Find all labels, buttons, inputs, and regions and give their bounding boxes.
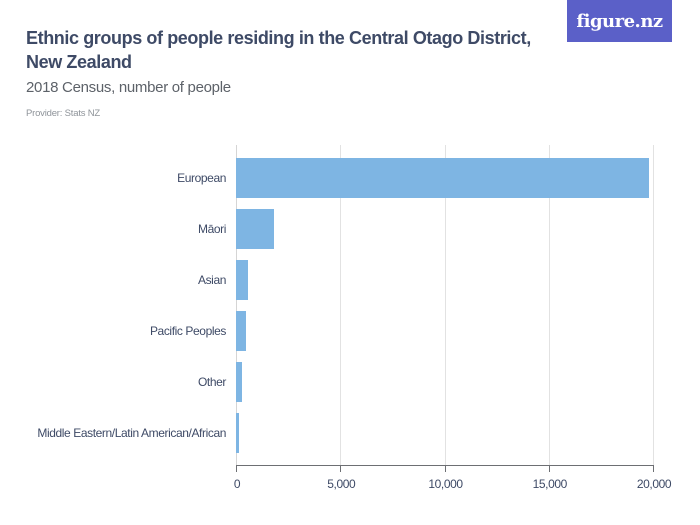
x-axis-tick bbox=[653, 465, 654, 472]
bar[interactable] bbox=[236, 311, 247, 351]
provider-text: Provider: Stats NZ bbox=[26, 108, 101, 119]
gridline bbox=[653, 145, 654, 465]
category-label: Asian bbox=[197, 273, 226, 287]
logo-text: figure.nz bbox=[576, 10, 663, 32]
gridline bbox=[340, 145, 342, 465]
bar[interactable] bbox=[236, 413, 239, 453]
x-axis-tick bbox=[444, 465, 446, 472]
bar[interactable] bbox=[236, 362, 243, 402]
category-label: Middle Eastern/Latin American/African bbox=[37, 426, 226, 440]
x-axis-line bbox=[236, 465, 654, 466]
chart-title: Ethnic groups of people residing in the … bbox=[26, 28, 531, 72]
chart-subtitle: 2018 Census, number of people bbox=[26, 79, 231, 96]
x-axis-tick-label: 5,000 bbox=[327, 477, 356, 491]
figure-nz-logo[interactable]: figure.nz bbox=[567, 0, 672, 42]
y-axis-line bbox=[236, 145, 237, 465]
x-axis-tick-label: 10,000 bbox=[428, 477, 463, 491]
category-label: Māori bbox=[197, 222, 226, 236]
gridline bbox=[548, 145, 550, 465]
x-axis-tick bbox=[548, 465, 550, 472]
x-axis-tick bbox=[236, 465, 237, 472]
x-axis-tick-label: 0 bbox=[233, 477, 241, 491]
gridline bbox=[444, 145, 446, 465]
category-label: European bbox=[177, 171, 226, 185]
bar[interactable] bbox=[236, 260, 248, 300]
x-axis-tick-label: 15,000 bbox=[532, 477, 568, 491]
x-axis-tick bbox=[340, 465, 342, 472]
bar[interactable] bbox=[236, 209, 274, 249]
category-label: Other bbox=[197, 375, 226, 389]
bar[interactable] bbox=[236, 158, 649, 198]
category-label: Pacific Peoples bbox=[149, 324, 226, 338]
x-axis-tick-label: 20,000 bbox=[636, 477, 672, 491]
